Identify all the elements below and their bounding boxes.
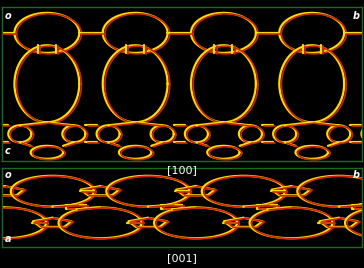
Text: [100]: [100] [167,165,197,175]
Text: o: o [5,170,11,180]
Text: b: b [352,170,359,180]
Text: a: a [5,234,11,244]
Text: c: c [5,146,11,156]
Text: b: b [352,11,359,21]
Text: o: o [5,11,11,21]
Text: [001]: [001] [167,253,197,263]
